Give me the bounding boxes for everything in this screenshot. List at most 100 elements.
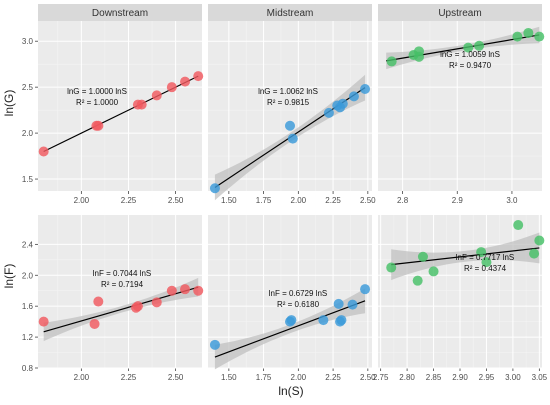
x-tick-label: 2.85 (426, 373, 442, 382)
data-point (481, 257, 492, 268)
data-point (348, 91, 359, 102)
y-axis-label-bottom: ln(F) (2, 264, 16, 289)
panel-g-downstream (38, 21, 202, 191)
data-point (428, 266, 439, 277)
data-point (337, 98, 348, 109)
data-point (38, 146, 49, 157)
r-squared-label: R² = 0.6180 (277, 300, 320, 309)
data-point (287, 133, 298, 144)
data-point (529, 248, 540, 259)
x-tick-label: 2.9 (452, 196, 464, 205)
data-point (386, 262, 397, 273)
x-tick-label: 2.95 (479, 373, 495, 382)
data-point (534, 31, 545, 42)
data-point (414, 51, 424, 62)
data-point (333, 298, 344, 309)
x-tick-label: 2.50 (360, 373, 376, 382)
r-squared-label: R² = 0.4374 (464, 264, 507, 273)
data-point (209, 339, 220, 350)
x-tick-label: 2.00 (291, 196, 307, 205)
regression-line (214, 300, 366, 358)
regression-equation: lnF = 0.7044 lnS (93, 269, 151, 278)
y-tick-label: 2.0 (22, 129, 34, 138)
x-tick-label: 3.0 (506, 196, 518, 205)
x-tick-label: 2.25 (121, 373, 137, 382)
y-tick-label: 1.5 (22, 175, 34, 184)
data-point (180, 76, 191, 87)
data-point (151, 297, 162, 308)
data-point (323, 107, 334, 118)
x-tick-label: 1.75 (256, 196, 272, 205)
y-tick-label: 1.6 (22, 302, 34, 311)
data-point (417, 251, 428, 262)
x-tick-label: 2.00 (291, 373, 307, 382)
data-point (151, 90, 162, 101)
x-tick-label: 2.25 (325, 373, 341, 382)
data-point (209, 183, 220, 194)
data-point (476, 247, 487, 258)
data-point (285, 120, 295, 131)
regression-equation: lnG = 1.0059 lnS (440, 50, 500, 59)
x-tick-label: 2.25 (325, 196, 341, 205)
data-point (360, 84, 371, 94)
r-squared-label: R² = 0.9470 (449, 61, 492, 70)
y-tick-label: 3.0 (22, 37, 34, 46)
r-squared-label: R² = 0.9815 (267, 98, 310, 107)
data-point (512, 31, 523, 42)
data-point (93, 120, 104, 131)
facet-label-downstream: Downstream (92, 8, 148, 19)
y-axis-label-top: ln(G) (2, 90, 16, 117)
x-tick-label: 2.50 (168, 373, 184, 382)
x-tick-label: 2.90 (452, 373, 468, 382)
y-tick-label: 2.0 (22, 271, 34, 280)
data-point (463, 42, 474, 53)
regression-equation: lnG = 1.0000 lnS (67, 87, 127, 96)
y-tick-label: 2.4 (22, 240, 34, 249)
x-tick-label: 3.05 (532, 373, 548, 382)
facet-strip-midstream (208, 4, 372, 21)
y-tick-label: 1.2 (22, 333, 34, 342)
facet-label-upstream: Upstream (438, 8, 481, 19)
data-point (318, 315, 329, 326)
data-point (286, 315, 297, 326)
data-point (193, 285, 204, 296)
x-tick-label: 2.25 (121, 196, 137, 205)
r-squared-label: R² = 0.7194 (101, 280, 144, 289)
x-tick-label: 2.75 (373, 373, 389, 382)
x-tick-label: 1.50 (221, 196, 237, 205)
r-squared-label: R² = 1.0000 (76, 98, 119, 107)
data-point (386, 56, 397, 67)
data-point (38, 316, 49, 327)
x-tick-label: 2.00 (74, 196, 90, 205)
x-tick-label: 2.8 (397, 196, 409, 205)
data-point (534, 235, 545, 246)
data-point (336, 315, 347, 326)
data-point (412, 275, 423, 286)
x-tick-label: 3.00 (505, 373, 521, 382)
y-tick-label: 0.8 (22, 364, 34, 373)
x-axis-label: ln(S) (278, 384, 303, 398)
data-point (180, 284, 191, 295)
regression-equation: lnG = 1.0062 lnS (258, 87, 318, 96)
regression-line (391, 247, 540, 266)
data-point (166, 82, 177, 93)
data-point (93, 296, 104, 307)
data-point (193, 71, 204, 82)
facet-label-midstream: Midstream (267, 8, 314, 19)
x-tick-label: 2.00 (74, 373, 90, 382)
data-point (166, 285, 177, 296)
y-tick-label: 2.5 (22, 83, 34, 92)
x-tick-label: 2.50 (360, 196, 376, 205)
data-point (132, 301, 143, 312)
data-point (89, 318, 100, 329)
regression-equation: lnF = 0.7717 lnS (456, 253, 514, 262)
data-point (136, 99, 147, 110)
x-tick-label: 2.80 (399, 373, 415, 382)
data-point (523, 27, 534, 38)
x-tick-label: 1.75 (256, 373, 272, 382)
regression-equation: lnF = 0.6729 lnS (269, 289, 327, 298)
facet-strip-upstream (378, 4, 542, 21)
x-tick-label: 1.50 (221, 373, 237, 382)
